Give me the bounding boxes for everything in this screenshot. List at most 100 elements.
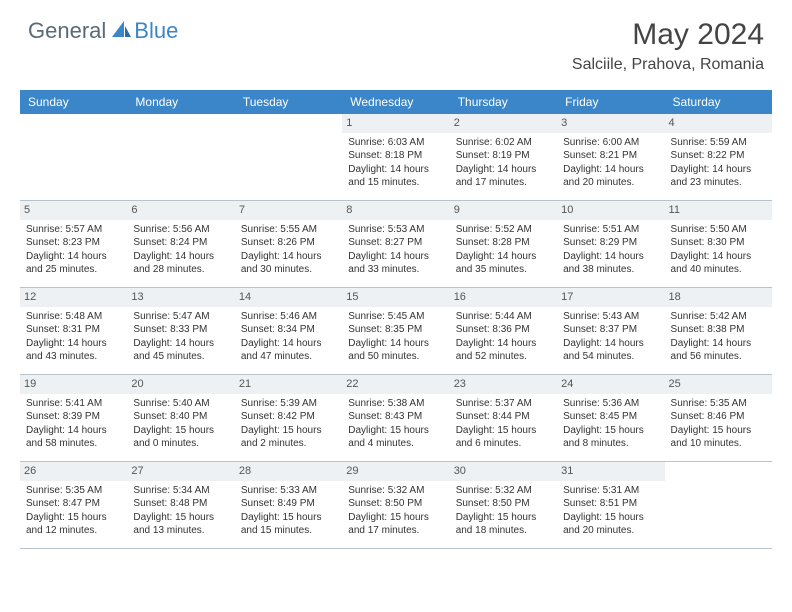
weekday-header-cell: Saturday [665, 90, 772, 114]
day-number: 10 [557, 201, 664, 220]
day-cell: 6Sunrise: 5:56 AMSunset: 8:24 PMDaylight… [127, 201, 234, 287]
day-cell: 22Sunrise: 5:38 AMSunset: 8:43 PMDayligh… [342, 375, 449, 461]
day-number: 29 [342, 462, 449, 481]
day-cell: 21Sunrise: 5:39 AMSunset: 8:42 PMDayligh… [235, 375, 342, 461]
day-cell [20, 114, 127, 200]
day-number: 7 [235, 201, 342, 220]
day-cell: 7 Sunrise: 5:55 AMSunset: 8:26 PMDaylight… [235, 201, 342, 287]
day-number: 24 [557, 375, 664, 394]
day-number: 19 [20, 375, 127, 394]
day-cell: 4 Sunrise: 5:59 AMSunset: 8:22 PMDaylight… [665, 114, 772, 200]
calendar: SundayMondayTuesdayWednesdayThursdayFrid… [20, 90, 772, 549]
day-number: 26 [20, 462, 127, 481]
day-cell: 8 Sunrise: 5:53 AMSunset: 8:27 PMDaylight… [342, 201, 449, 287]
day-details: Sunrise: 5:37 AMSunset: 8:44 PMDaylight:… [456, 397, 551, 451]
title-block: May 2024 Salciile, Prahova, Romania [572, 18, 764, 74]
sail-icon [110, 19, 132, 44]
month-title: May 2024 [572, 18, 764, 52]
day-details: Sunrise: 5:46 AMSunset: 8:34 PMDaylight:… [241, 310, 336, 364]
day-details: Sunrise: 6:00 AMSunset: 8:21 PMDaylight:… [563, 136, 658, 190]
day-details: Sunrise: 5:35 AMSunset: 8:47 PMDaylight:… [26, 484, 121, 538]
day-cell: 12 Sunrise: 5:48 AMSunset: 8:31 PMDayligh… [20, 288, 127, 374]
day-details: Sunrise: 5:57 AMSunset: 8:23 PMDaylight:… [26, 223, 121, 277]
day-number: 8 [342, 201, 449, 220]
day-number: 12 [20, 288, 127, 307]
day-cell: 20 Sunrise: 5:40 AMSunset: 8:40 PMDayligh… [127, 375, 234, 461]
day-cell: 29 Sunrise: 5:32 AMSunset: 8:50 PMDayligh… [342, 462, 449, 548]
day-cell: 14 Sunrise: 5:46 AMSunset: 8:34 PMDayligh… [235, 288, 342, 374]
day-number: 11 [665, 201, 772, 220]
day-cell: 26 Sunrise: 5:35 AMSunset: 8:47 PMDayligh… [20, 462, 127, 548]
day-number: 22 [342, 375, 449, 394]
week-row: 1Sunrise: 6:03 AMSunset: 8:18 PMDaylight… [20, 114, 772, 201]
day-number: 9 [450, 201, 557, 220]
brand-text-blue: Blue [134, 18, 178, 44]
location-text: Salciile, Prahova, Romania [572, 56, 764, 74]
day-cell: 11Sunrise: 5:50 AMSunset: 8:30 PMDayligh… [665, 201, 772, 287]
day-details: Sunrise: 5:32 AMSunset: 8:50 PMDaylight:… [348, 484, 443, 538]
day-number: 13 [127, 288, 234, 307]
week-row: 5 Sunrise: 5:57 AMSunset: 8:23 PMDaylight… [20, 201, 772, 288]
day-cell: 23 Sunrise: 5:37 AMSunset: 8:44 PMDayligh… [450, 375, 557, 461]
day-cell: 3 Sunrise: 6:00 AMSunset: 8:21 PMDaylight… [557, 114, 664, 200]
header: General Blue May 2024 Salciile, Prahova,… [0, 0, 792, 82]
day-cell: 13 Sunrise: 5:47 AMSunset: 8:33 PMDayligh… [127, 288, 234, 374]
day-details: Sunrise: 5:39 AMSunset: 8:42 PMDaylight:… [241, 397, 336, 451]
day-details: Sunrise: 5:42 AMSunset: 8:38 PMDaylight:… [671, 310, 766, 364]
day-details: Sunrise: 5:36 AMSunset: 8:45 PMDaylight:… [563, 397, 658, 451]
day-details: Sunrise: 5:53 AMSunset: 8:27 PMDaylight:… [348, 223, 443, 277]
day-number: 5 [20, 201, 127, 220]
weekday-header-cell: Monday [127, 90, 234, 114]
day-cell: 10 Sunrise: 5:51 AMSunset: 8:29 PMDayligh… [557, 201, 664, 287]
day-cell: 15 Sunrise: 5:45 AMSunset: 8:35 PMDayligh… [342, 288, 449, 374]
day-number: 28 [235, 462, 342, 481]
weekday-header-cell: Wednesday [342, 90, 449, 114]
day-details: Sunrise: 5:34 AMSunset: 8:48 PMDaylight:… [133, 484, 228, 538]
day-cell: 27 Sunrise: 5:34 AMSunset: 8:48 PMDayligh… [127, 462, 234, 548]
day-details: Sunrise: 5:52 AMSunset: 8:28 PMDaylight:… [456, 223, 551, 277]
day-number: 30 [450, 462, 557, 481]
day-cell: 18 Sunrise: 5:42 AMSunset: 8:38 PMDayligh… [665, 288, 772, 374]
day-details: Sunrise: 5:45 AMSunset: 8:35 PMDaylight:… [348, 310, 443, 364]
day-details: Sunrise: 6:03 AMSunset: 8:18 PMDaylight:… [348, 136, 443, 190]
brand-logo: General Blue [28, 18, 178, 44]
day-cell [235, 114, 342, 200]
weekday-header-row: SundayMondayTuesdayWednesdayThursdayFrid… [20, 90, 772, 114]
day-number: 23 [450, 375, 557, 394]
day-number: 3 [557, 114, 664, 133]
day-cell: 24 Sunrise: 5:36 AMSunset: 8:45 PMDayligh… [557, 375, 664, 461]
day-details: Sunrise: 5:47 AMSunset: 8:33 PMDaylight:… [133, 310, 228, 364]
day-cell: 31Sunrise: 5:31 AMSunset: 8:51 PMDayligh… [557, 462, 664, 548]
day-cell [127, 114, 234, 200]
day-number: 6 [127, 201, 234, 220]
day-number: 4 [665, 114, 772, 133]
day-cell: 2Sunrise: 6:02 AMSunset: 8:19 PMDaylight… [450, 114, 557, 200]
weekday-header-cell: Tuesday [235, 90, 342, 114]
day-number: 17 [557, 288, 664, 307]
day-number: 15 [342, 288, 449, 307]
day-details: Sunrise: 5:48 AMSunset: 8:31 PMDaylight:… [26, 310, 121, 364]
day-number: 14 [235, 288, 342, 307]
day-cell: 5 Sunrise: 5:57 AMSunset: 8:23 PMDaylight… [20, 201, 127, 287]
week-row: 12 Sunrise: 5:48 AMSunset: 8:31 PMDayligh… [20, 288, 772, 375]
day-cell [665, 462, 772, 548]
weekday-header-cell: Thursday [450, 90, 557, 114]
day-number: 18 [665, 288, 772, 307]
day-details: Sunrise: 5:40 AMSunset: 8:40 PMDaylight:… [133, 397, 228, 451]
week-row: 19 Sunrise: 5:41 AMSunset: 8:39 PMDayligh… [20, 375, 772, 462]
day-number: 25 [665, 375, 772, 394]
day-details: Sunrise: 5:51 AMSunset: 8:29 PMDaylight:… [563, 223, 658, 277]
day-details: Sunrise: 5:55 AMSunset: 8:26 PMDaylight:… [241, 223, 336, 277]
day-cell: 30Sunrise: 5:32 AMSunset: 8:50 PMDayligh… [450, 462, 557, 548]
day-details: Sunrise: 5:59 AMSunset: 8:22 PMDaylight:… [671, 136, 766, 190]
week-row: 26 Sunrise: 5:35 AMSunset: 8:47 PMDayligh… [20, 462, 772, 549]
day-cell: 1Sunrise: 6:03 AMSunset: 8:18 PMDaylight… [342, 114, 449, 200]
day-number: 2 [450, 114, 557, 133]
day-number: 20 [127, 375, 234, 394]
day-details: Sunrise: 5:44 AMSunset: 8:36 PMDaylight:… [456, 310, 551, 364]
day-number: 27 [127, 462, 234, 481]
brand-text-general: General [28, 18, 106, 44]
weekday-header-cell: Friday [557, 90, 664, 114]
day-details: Sunrise: 5:41 AMSunset: 8:39 PMDaylight:… [26, 397, 121, 451]
day-cell: 17Sunrise: 5:43 AMSunset: 8:37 PMDayligh… [557, 288, 664, 374]
